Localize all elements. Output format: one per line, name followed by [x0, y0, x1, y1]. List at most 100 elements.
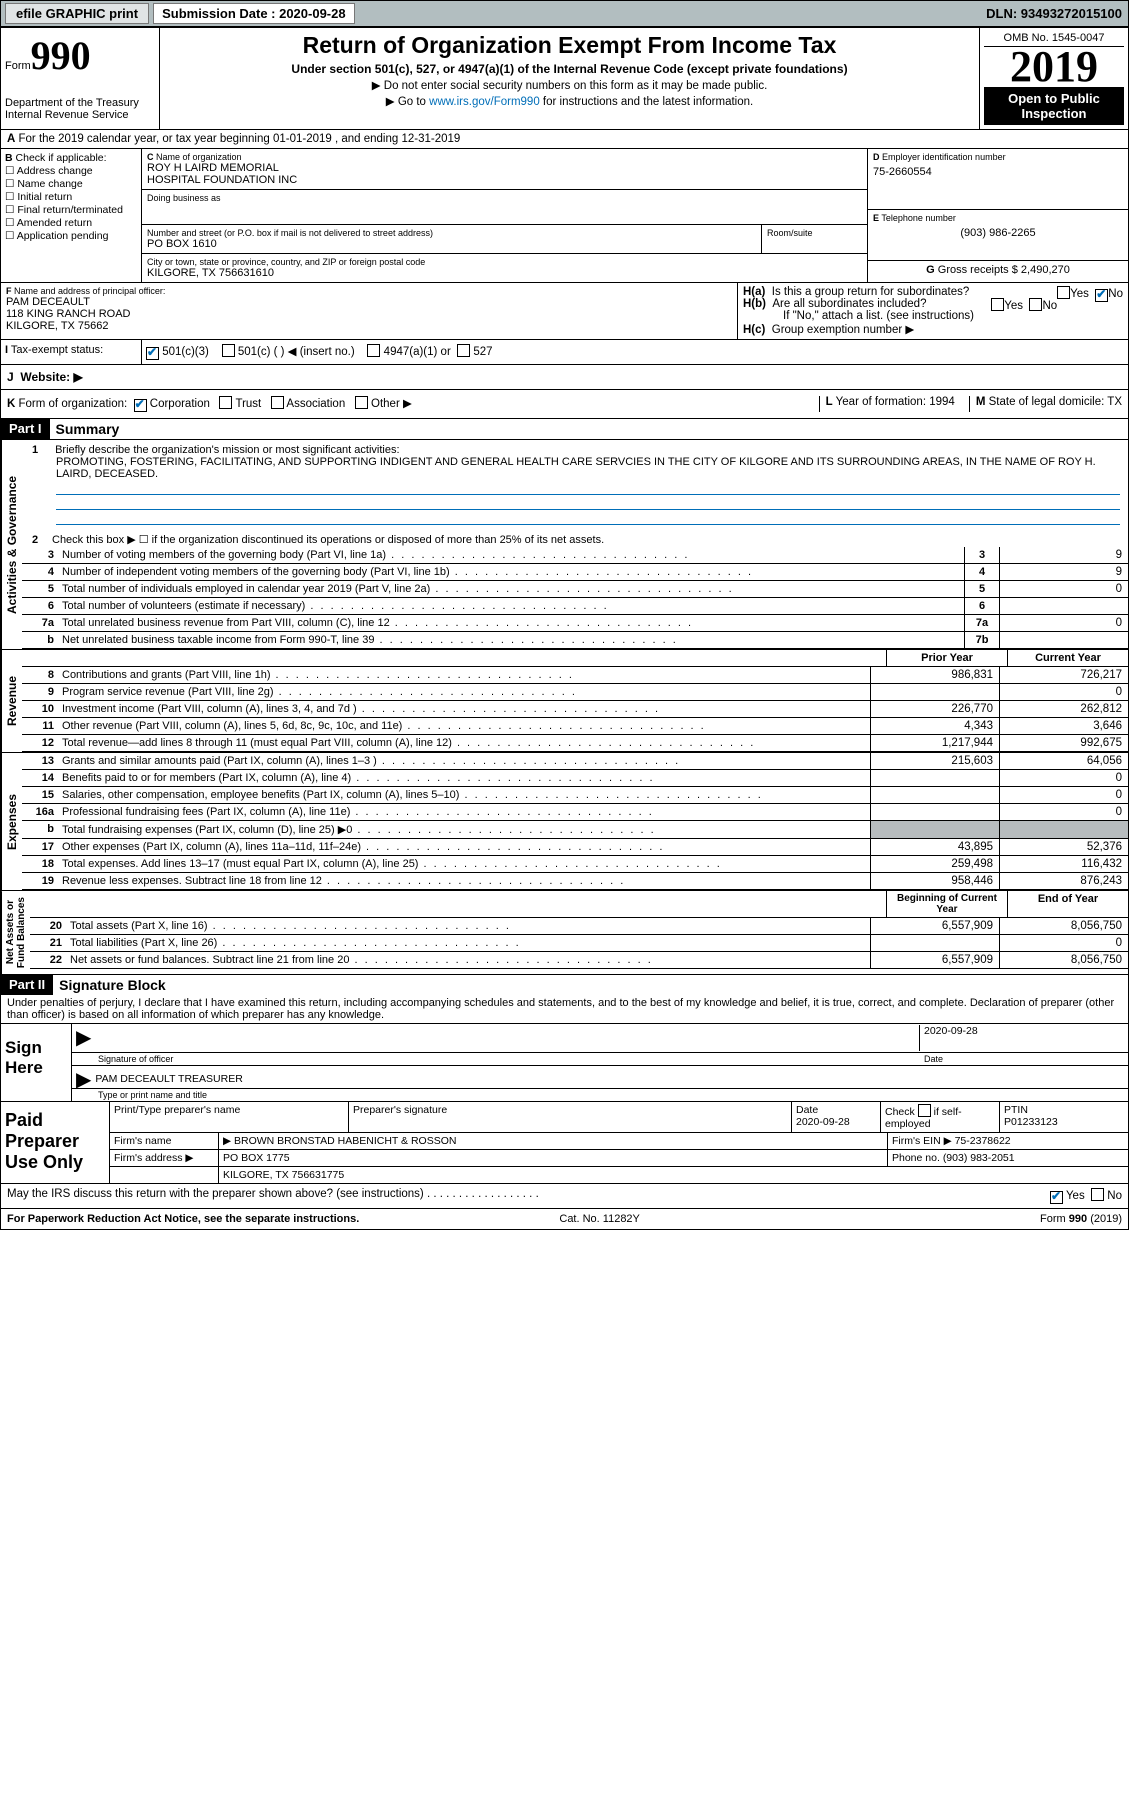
discuss-row: May the IRS discuss this return with the…: [1, 1184, 1128, 1209]
line-21: 21Total liabilities (Part X, line 26)0: [30, 935, 1128, 952]
side-activities-label: Activities & Governance: [1, 440, 22, 649]
arrow-icon: ▶: [76, 1025, 95, 1051]
checkbox-final-return-terminated[interactable]: Final return/terminated: [5, 204, 137, 216]
org-other-checkbox[interactable]: [355, 396, 368, 409]
signer-name: PAM DECEAULT TREASURER: [95, 1067, 1124, 1087]
row-tax-status: I Tax-exempt status: 501(c)(3) 501(c) ( …: [1, 340, 1128, 365]
k-assoc: Association: [286, 398, 345, 410]
row-j: J Website: ▶: [1, 365, 1128, 390]
k-corp: Corporation: [150, 398, 210, 410]
ha-yes-checkbox[interactable]: [1057, 286, 1070, 299]
line-20: 20Total assets (Part X, line 16)6,557,90…: [30, 918, 1128, 935]
checkbox-initial-return[interactable]: Initial return: [5, 191, 137, 203]
org-assoc-checkbox[interactable]: [271, 396, 284, 409]
line-22: 22Net assets or fund balances. Subtract …: [30, 952, 1128, 969]
hb-no-checkbox[interactable]: [1029, 298, 1042, 311]
room-suite: Room/suite: [762, 225, 867, 253]
tax-527-checkbox[interactable]: [457, 344, 470, 357]
line-9: 9Program service revenue (Part VIII, lin…: [22, 684, 1128, 701]
line-13: 13Grants and similar amounts paid (Part …: [22, 753, 1128, 770]
checkbox-address-change[interactable]: Address change: [5, 165, 137, 177]
line-15: 15Salaries, other compensation, employee…: [22, 787, 1128, 804]
officer-addr1: 118 KING RANCH ROAD: [6, 308, 732, 320]
block-b-through-g: B Check if applicable: Address changeNam…: [1, 149, 1128, 283]
checkbox-amended-return[interactable]: Amended return: [5, 217, 137, 229]
org-corp-checkbox[interactable]: [134, 399, 147, 412]
line-14: 14Benefits paid to or for members (Part …: [22, 770, 1128, 787]
checkbox-application-pending[interactable]: Application pending: [5, 230, 137, 242]
tax-4947-checkbox[interactable]: [367, 344, 380, 357]
addr-label: Number and street (or P.O. box if mail i…: [147, 228, 756, 238]
section-activities: Activities & Governance 1 Briefly descri…: [1, 439, 1128, 649]
footer: For Paperwork Reduction Act Notice, see …: [1, 1209, 1128, 1229]
k-other: Other ▶: [371, 398, 412, 410]
ein-value: 75-2660554: [873, 166, 1123, 178]
form-word: Form: [5, 60, 31, 72]
firm-addr-label: Firm's address ▶: [110, 1150, 219, 1166]
tax-o1: 501(c)(3): [162, 346, 209, 358]
q2: 2Check this box ▶ ☐ if the organization …: [22, 529, 1128, 547]
firm-addr1: PO BOX 1775: [219, 1150, 888, 1166]
officer-label: Name and address of principal officer:: [14, 286, 165, 296]
org-trust-checkbox[interactable]: [219, 396, 232, 409]
section-expenses: Expenses 13Grants and similar amounts pa…: [1, 752, 1128, 890]
line-18: 18Total expenses. Add lines 13–17 (must …: [22, 856, 1128, 873]
column-f: F Name and address of principal officer:…: [1, 283, 738, 339]
line-3: 3Number of voting members of the governi…: [22, 547, 1128, 564]
form-number: 990: [31, 33, 91, 78]
net-col-header: Beginning of Current Year End of Year: [30, 891, 1128, 918]
form-subtitle2: Do not enter social security numbers on …: [164, 78, 975, 92]
column-d-e-g: D Employer identification number 75-2660…: [867, 149, 1128, 282]
sig-officer-label: Signature of officer: [98, 1054, 920, 1064]
c-name-label: Name of organization: [156, 152, 242, 162]
instructions-link[interactable]: www.irs.gov/Form990: [429, 96, 540, 108]
tax-501c3-checkbox[interactable]: [146, 347, 159, 360]
q1-body: PROMOTING, FOSTERING, FACILITATING, AND …: [56, 456, 1096, 480]
form-subtitle1: Under section 501(c), 527, or 4947(a)(1)…: [164, 62, 975, 76]
header-right: OMB No. 1545-0047 2019 Open to Public In…: [979, 28, 1128, 129]
efile-button[interactable]: efile GRAPHIC print: [5, 3, 149, 24]
checkbox-name-change[interactable]: Name change: [5, 178, 137, 190]
org-city: KILGORE, TX 756631610: [147, 267, 862, 279]
preparer-name-hdr: Print/Type preparer's name: [110, 1102, 349, 1132]
tax-o3: 4947(a)(1) or: [384, 346, 451, 358]
self-employed-checkbox[interactable]: [918, 1104, 931, 1117]
tax-501c-checkbox[interactable]: [222, 344, 235, 357]
hb-yes-checkbox[interactable]: [991, 298, 1004, 311]
sign-here-block: Sign Here ▶ 2020-09-28 Signature of offi…: [1, 1023, 1128, 1102]
column-h: H(a) Is this a group return for subordin…: [738, 283, 1128, 339]
officer-name: PAM DECEAULT: [6, 296, 732, 308]
tax-o4: 527: [473, 346, 492, 358]
tax-year: 2019: [984, 47, 1124, 87]
prior-year-hdr: Prior Year: [886, 650, 1007, 666]
org-name-2: HOSPITAL FOUNDATION INC: [147, 174, 862, 186]
discuss-yes-checkbox[interactable]: [1050, 1191, 1063, 1204]
gross-label: Gross receipts $: [938, 264, 1018, 276]
ha-text: Is this a group return for subordinates?: [772, 286, 970, 298]
row-k: K Form of organization: Corporation Trus…: [1, 390, 1128, 419]
state-domicile: State of legal domicile: TX: [989, 396, 1122, 408]
yes-label: Yes: [1070, 288, 1089, 300]
line-b: bNet unrelated business taxable income f…: [22, 632, 1128, 649]
submission-date: Submission Date : 2020-09-28: [153, 3, 355, 24]
hb-text: Are all subordinates included?: [772, 298, 926, 310]
part2-title: Signature Block: [53, 975, 172, 995]
discuss-no-checkbox[interactable]: [1091, 1188, 1104, 1201]
part1-label: Part I: [1, 419, 50, 439]
ha-no-checkbox[interactable]: [1095, 289, 1108, 302]
discuss-no: No: [1107, 1190, 1122, 1202]
beginning-year-hdr: Beginning of Current Year: [886, 891, 1007, 917]
paperwork-notice: For Paperwork Reduction Act Notice, see …: [7, 1213, 359, 1225]
preparer-sig-hdr: Preparer's signature: [349, 1102, 792, 1132]
side-expenses-label: Expenses: [1, 753, 22, 890]
sub3-a: Go to: [398, 96, 429, 108]
line-4: 4Number of independent voting members of…: [22, 564, 1128, 581]
line-8: 8Contributions and grants (Part VIII, li…: [22, 667, 1128, 684]
penalty-statement: Under penalties of perjury, I declare th…: [1, 995, 1128, 1023]
q1-num: 1: [32, 444, 52, 456]
line-17: 17Other expenses (Part IX, column (A), l…: [22, 839, 1128, 856]
form-header: Form990 Department of the Treasury Inter…: [1, 28, 1128, 130]
header-center: Return of Organization Exempt From Incom…: [160, 28, 979, 129]
sign-date: 2020-09-28: [919, 1025, 1124, 1051]
form-outer: Form990 Department of the Treasury Inter…: [0, 27, 1129, 1230]
